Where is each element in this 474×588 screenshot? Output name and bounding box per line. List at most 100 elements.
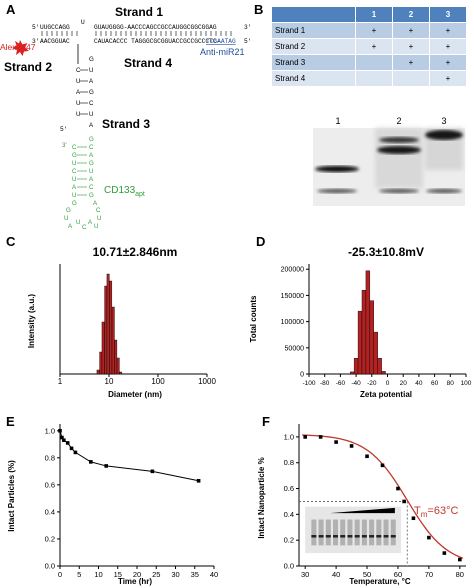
svg-text:A: A bbox=[72, 184, 77, 191]
data-point bbox=[65, 441, 70, 445]
inset-gel-lane bbox=[347, 519, 353, 546]
data-point bbox=[442, 551, 447, 555]
inset-gel-band bbox=[318, 535, 324, 538]
x-tick-label: 5 bbox=[77, 570, 81, 579]
table-cell: + bbox=[355, 22, 393, 39]
svg-text:U: U bbox=[72, 192, 76, 199]
stem-right-column: G U A G C U A bbox=[89, 56, 94, 129]
chart-e-stability: Time (hr) Intact Particles (%) 0 5 10 15 20 2… bbox=[7, 424, 218, 586]
x-tick-label: 0 bbox=[386, 380, 390, 387]
aptamer-right-column: G C A G U A C G bbox=[89, 136, 94, 199]
svg-text:C: C bbox=[96, 207, 101, 214]
table-cell: + bbox=[392, 54, 430, 71]
row-label: Strand 4 bbox=[271, 70, 356, 87]
aptamer-left-column: 3' C G U C U A U G bbox=[62, 142, 77, 207]
chart-e-series-line bbox=[59, 430, 199, 482]
table-cell: + bbox=[429, 38, 467, 55]
chart-d-axes bbox=[306, 264, 467, 377]
chart-f-points bbox=[303, 435, 462, 562]
x-tick-label: 15 bbox=[114, 570, 122, 579]
y-tick-label: 0.6 bbox=[45, 480, 55, 489]
x-tick-label: 40 bbox=[415, 380, 423, 387]
table-cell bbox=[355, 54, 393, 71]
data-point bbox=[196, 479, 201, 483]
x-tick-label: 30 bbox=[301, 570, 309, 579]
x-tick-label: -40 bbox=[351, 380, 361, 387]
data-point bbox=[380, 463, 385, 468]
histogram-bar bbox=[365, 270, 371, 375]
svg-text:A: A bbox=[89, 152, 94, 159]
chart-f-yticklabels: 0.0 0.2 0.4 0.6 0.8 1.0 bbox=[284, 432, 294, 570]
histogram-bar bbox=[99, 351, 103, 375]
inset-gel-lane bbox=[369, 519, 375, 546]
cd133-label: CD133apt bbox=[104, 185, 145, 198]
panel-e-label: E bbox=[6, 414, 15, 429]
svg-text:G: G bbox=[89, 56, 94, 63]
svg-text:3': 3' bbox=[62, 142, 67, 149]
chart-c-axes bbox=[59, 264, 208, 377]
data-point bbox=[402, 499, 406, 504]
table-cell bbox=[392, 70, 430, 87]
table-cell: + bbox=[392, 38, 430, 55]
data-point bbox=[69, 446, 74, 451]
inset-gel-band bbox=[383, 535, 389, 538]
data-point bbox=[303, 435, 307, 439]
panel-d-label: D bbox=[256, 234, 266, 249]
table-cell bbox=[355, 70, 393, 87]
table-header-blank bbox=[271, 6, 356, 23]
table-cell: + bbox=[429, 22, 467, 39]
y-tick-label: 1.0 bbox=[284, 432, 294, 441]
inset-gel-band bbox=[354, 535, 360, 538]
panel-b: B bbox=[240, 0, 474, 230]
seq-top-u: U bbox=[81, 19, 85, 26]
svg-text:G: G bbox=[89, 89, 94, 96]
x-tick-label: 20 bbox=[133, 570, 141, 579]
x-tick-label: 60 bbox=[394, 570, 402, 579]
table-row: Strand 4 + bbox=[271, 70, 467, 87]
antimir21-label: Anti-miR21 bbox=[200, 47, 245, 57]
table-header-col: 3 bbox=[429, 6, 467, 23]
svg-text:U: U bbox=[72, 176, 76, 183]
histogram-bar bbox=[350, 371, 355, 375]
histogram-bar bbox=[381, 371, 386, 375]
chart-f-gel-inset bbox=[305, 506, 402, 554]
stem-left-column: C U A U U bbox=[76, 67, 81, 118]
svg-text:U: U bbox=[72, 160, 76, 167]
strand4-label: Strand 4 bbox=[124, 56, 172, 70]
x-tick-label: 100 bbox=[461, 380, 472, 387]
chart-d-zeta: -25.3±10.8mV Zeta potential Total counts… bbox=[249, 245, 472, 399]
svg-text:C: C bbox=[72, 168, 77, 175]
svg-text:A: A bbox=[88, 219, 93, 226]
data-point bbox=[318, 435, 323, 439]
chart-e-xticklabels: 0 5 10 15 20 25 30 35 40 bbox=[58, 570, 218, 579]
inset-gel-lane bbox=[340, 519, 346, 546]
inset-gel-lane bbox=[333, 519, 339, 546]
seq-mid-blue: TCGAATAG bbox=[206, 38, 236, 45]
svg-text:A: A bbox=[89, 122, 94, 129]
x-tick-label: 1000 bbox=[198, 377, 216, 386]
chart-e-axes bbox=[57, 424, 215, 569]
x-tick-label: 0 bbox=[58, 570, 62, 579]
svg-text:U: U bbox=[94, 223, 98, 230]
table-cell: + bbox=[429, 54, 467, 71]
y-tick-label: 0.2 bbox=[284, 536, 294, 545]
chart-e-xlabel: Time (hr) bbox=[118, 577, 152, 586]
chart-c-xticklabels: 1 10 100 1000 bbox=[58, 377, 217, 386]
y-tick-label: 0.2 bbox=[45, 534, 55, 543]
svg-text:G: G bbox=[72, 200, 77, 207]
inset-gel-lane bbox=[318, 519, 324, 546]
y-tick-label: 0.4 bbox=[284, 510, 294, 519]
svg-text:U: U bbox=[89, 168, 93, 175]
chart-e-points bbox=[58, 428, 201, 483]
x-tick-label: 25 bbox=[152, 570, 160, 579]
svg-text:A: A bbox=[76, 89, 81, 96]
data-point bbox=[104, 464, 108, 468]
y-tick-label: 200000 bbox=[281, 267, 304, 274]
inset-gel-band bbox=[376, 535, 382, 538]
data-point bbox=[58, 428, 62, 433]
inset-gel-band bbox=[347, 535, 353, 538]
table-cell: + bbox=[355, 38, 393, 55]
seq-mid-right: CAUACACCC TAGGGCGCGGUACCGCCGCCCTC- bbox=[94, 38, 220, 45]
data-point bbox=[89, 460, 93, 464]
y-tick-label: 150000 bbox=[281, 293, 304, 300]
